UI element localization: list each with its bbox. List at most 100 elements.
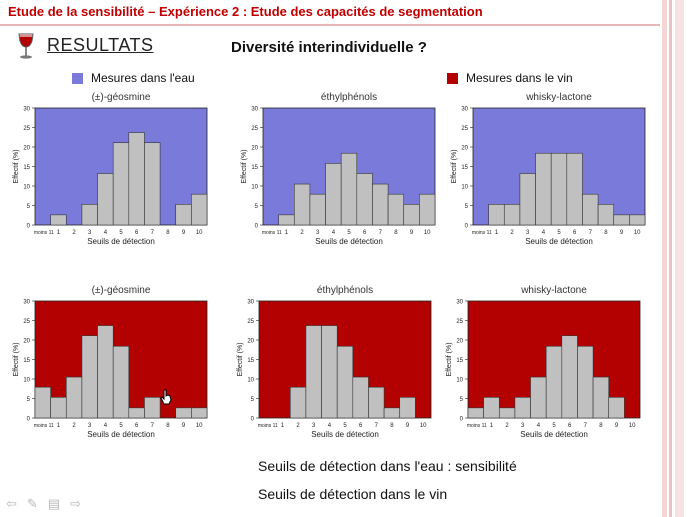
bar <box>582 193 599 226</box>
x-axis-label: Seuils de détection <box>525 237 593 246</box>
bar <box>305 325 322 419</box>
y-tick-label: 20 <box>461 146 468 152</box>
x-tick-label: 2 <box>72 423 76 429</box>
y-axis-label: Effectif (%) <box>237 342 244 376</box>
y-tick-label: 15 <box>23 358 30 364</box>
legend-label-water: Mesures dans l'eau <box>91 71 195 85</box>
y-tick-label: 20 <box>23 146 30 152</box>
chart-water-ethylphenols: éthylphénols 0 5 10 15 20 25 30 moins 11 1 2 3 4 5 6 7 8… <box>241 92 436 246</box>
y-tick-label: 5 <box>255 204 259 210</box>
bar <box>561 335 578 419</box>
bar <box>191 407 208 419</box>
x-tick-label: 9 <box>182 423 186 429</box>
bar <box>403 204 420 226</box>
bar <box>144 397 161 419</box>
x-tick-label: 9 <box>615 423 619 429</box>
legend-wine: Mesures dans le vin <box>447 71 573 85</box>
resultats-heading: RESULTATS <box>47 35 154 55</box>
x-axis-label: Seuils de détection <box>87 430 155 439</box>
bar <box>289 386 307 419</box>
bar <box>309 193 326 226</box>
x-tick-label: 8 <box>390 423 394 429</box>
y-tick-label: 10 <box>251 185 258 191</box>
x-tick-label: 6 <box>135 423 139 429</box>
x-axis-label: Seuils de détection <box>315 237 383 246</box>
x-tick-label: 6 <box>363 230 367 236</box>
x-tick-label: 5 <box>347 230 351 236</box>
x-tick-label: 10 <box>629 423 636 429</box>
x-tick-label: 6 <box>359 423 363 429</box>
bar <box>387 193 405 226</box>
x-tick-label: 3 <box>88 423 92 429</box>
y-tick-label: 30 <box>461 107 468 113</box>
x-tick-label: moins 11 <box>258 423 278 429</box>
x-tick-label: 10 <box>634 230 641 236</box>
y-tick-label: 25 <box>251 126 258 132</box>
y-tick-label: 25 <box>461 126 468 132</box>
bar <box>191 193 208 226</box>
y-tick-label: 25 <box>23 319 30 325</box>
y-tick-label: 20 <box>23 339 30 345</box>
x-tick-label: 2 <box>72 230 76 236</box>
bar <box>352 376 369 419</box>
x-tick-label: 7 <box>375 423 379 429</box>
bar <box>50 214 67 226</box>
x-tick-label: 1 <box>490 423 494 429</box>
x-tick-label: 3 <box>521 423 525 429</box>
bar <box>97 173 114 226</box>
slides-icon[interactable]: ▤ <box>47 496 61 511</box>
caption-wine: Seuils de détection dans le vin <box>258 486 448 502</box>
arrow-right-icon[interactable]: ⇨ <box>70 496 82 511</box>
bar <box>419 193 436 226</box>
y-tick-label: 0 <box>27 224 31 230</box>
y-axis-label: Effectif (%) <box>13 342 20 376</box>
bar <box>483 397 500 419</box>
bar <box>629 214 646 226</box>
y-tick-label: 0 <box>251 417 255 423</box>
bar <box>336 345 354 419</box>
x-tick-label: 7 <box>151 230 155 236</box>
arrow-left-icon[interactable]: ⇦ <box>6 496 17 511</box>
chart-title: whisky-lactone <box>525 92 592 103</box>
y-tick-label: 25 <box>23 126 30 132</box>
bar <box>372 183 389 226</box>
x-tick-label: 3 <box>526 230 530 236</box>
bar <box>144 142 161 226</box>
x-tick-label: 4 <box>104 230 108 236</box>
bar <box>81 335 98 419</box>
y-tick-label: 5 <box>27 397 31 403</box>
x-tick-label: 8 <box>166 230 170 236</box>
y-tick-label: 20 <box>456 339 463 345</box>
x-tick-label: 9 <box>406 423 410 429</box>
chart-title: (±)-géosmine <box>92 92 151 103</box>
x-tick-label: 8 <box>604 230 608 236</box>
x-tick-label: 6 <box>568 423 572 429</box>
x-tick-label: 7 <box>151 423 155 429</box>
x-tick-label: 3 <box>88 230 92 236</box>
bar <box>503 204 521 226</box>
chart-wine-geosmine: (±)-géosmine 0 5 10 15 20 25 30 moins 11 1 2 3 4 5 6 7 8… <box>13 285 208 439</box>
x-tick-label: 4 <box>104 423 108 429</box>
pen-icon[interactable]: ✎ <box>26 496 38 511</box>
y-tick-label: 10 <box>461 185 468 191</box>
bar <box>81 204 98 226</box>
x-tick-label: 10 <box>196 230 203 236</box>
x-tick-label: 2 <box>505 423 509 429</box>
y-tick-label: 30 <box>23 300 30 306</box>
x-tick-label: 4 <box>332 230 336 236</box>
chart-water-geosmine: (±)-géosmine 0 5 10 15 20 25 30 moins 11 1 2 3 4 5 6 7 8… <box>13 92 208 246</box>
y-tick-label: 30 <box>456 300 463 306</box>
x-tick-label: 3 <box>316 230 320 236</box>
bar <box>278 214 295 226</box>
bar <box>592 376 610 419</box>
chart-water-whisky-lactone: whisky-lactone 0 5 10 15 20 25 30 moins 11 1 2 3 4 5 6… <box>451 92 646 246</box>
x-tick-label: 1 <box>281 423 285 429</box>
bar <box>545 345 563 419</box>
x-tick-label: 9 <box>620 230 624 236</box>
x-tick-label: 7 <box>379 230 383 236</box>
bar <box>175 407 192 419</box>
bar <box>50 397 67 419</box>
bar <box>356 173 373 226</box>
bar <box>550 152 568 226</box>
